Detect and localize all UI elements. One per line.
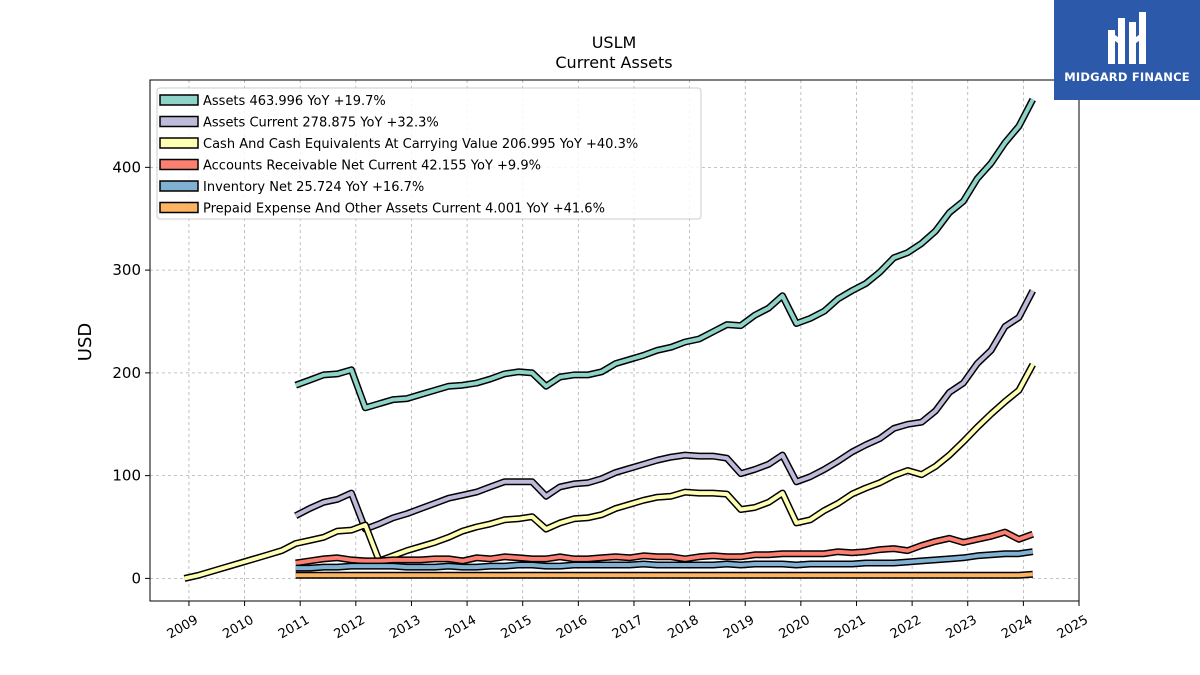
legend-swatch <box>159 201 199 214</box>
x-tick-label: 2024 <box>999 613 1035 643</box>
x-tick-label: 2015 <box>498 613 534 643</box>
plot-frame <box>149 79 1080 602</box>
y-tick-label: 200 <box>112 364 141 382</box>
series-line <box>295 572 1033 578</box>
x-tick-label: 2012 <box>332 613 368 643</box>
midgard-logo-icon <box>1108 12 1146 64</box>
series-line <box>295 530 1034 565</box>
legend-swatch <box>159 180 199 192</box>
x-tick-label: 2011 <box>276 613 312 643</box>
series-0 <box>294 97 1036 412</box>
legend-entry: Accounts Receivable Net Current 42.155 Y… <box>203 159 541 174</box>
y-tick-label: 0 <box>131 569 141 587</box>
legend-swatch <box>159 94 199 106</box>
legend-swatch <box>159 158 199 171</box>
y-axis-ticks: 0 100 200 300 400 <box>112 158 150 587</box>
x-tick-label: 2017 <box>610 613 646 643</box>
chart-title: USLM <box>592 33 637 52</box>
y-tick-label: 300 <box>112 261 141 279</box>
series-layer <box>183 97 1036 582</box>
y-axis-label: USD <box>75 323 96 361</box>
brand-logo: MIDGARD FINANCE <box>1054 0 1200 100</box>
x-tick-label: 2025 <box>1055 613 1091 643</box>
series-4 <box>295 548 1034 572</box>
x-tick-label: 2010 <box>220 613 256 643</box>
legend-entry: Cash And Cash Equivalents At Carrying Va… <box>203 137 638 152</box>
x-tick-label: 2009 <box>165 613 201 643</box>
legend: Assets 463.996 YoY +19.7% Assets Current … <box>156 87 702 220</box>
x-tick-label: 2020 <box>777 613 813 643</box>
x-tick-label: 2023 <box>944 613 980 643</box>
legend-entry: Prepaid Expense And Other Assets Current… <box>203 202 605 217</box>
series-line <box>184 363 1035 581</box>
x-tick-label: 2016 <box>554 613 590 643</box>
legend-box <box>156 87 702 220</box>
x-tick-label: 2014 <box>443 613 479 643</box>
series-3 <box>295 528 1035 567</box>
x-tick-label: 2019 <box>721 613 757 643</box>
y-tick-label: 400 <box>112 158 141 176</box>
legend-entry: Assets 463.996 YoY +19.7% <box>203 94 386 109</box>
x-tick-label: 2018 <box>665 613 701 643</box>
series-line <box>294 289 1035 532</box>
series-2 <box>183 362 1036 582</box>
series-5 <box>295 570 1034 579</box>
series-1 <box>294 289 1036 533</box>
y-tick-label: 100 <box>112 467 141 485</box>
legend-swatch <box>159 137 199 149</box>
legend-entry: Inventory Net 25.724 YoY +16.7% <box>203 180 424 195</box>
x-axis-ticks: 2009 2010 2011 2012 2013 2014 2015 2016 2017 2018… <box>165 601 1091 642</box>
legend-entry: Assets Current 278.875 YoY +32.3% <box>203 116 439 131</box>
brand-name: MIDGARD FINANCE <box>1064 70 1190 84</box>
x-tick-label: 2021 <box>832 613 868 643</box>
series-line <box>295 98 1035 410</box>
legend-swatch <box>159 115 199 128</box>
x-tick-label: 2022 <box>888 613 924 643</box>
x-tick-label: 2013 <box>387 613 423 643</box>
chart-subtitle: Current Assets <box>555 53 672 72</box>
series-line <box>295 549 1034 571</box>
